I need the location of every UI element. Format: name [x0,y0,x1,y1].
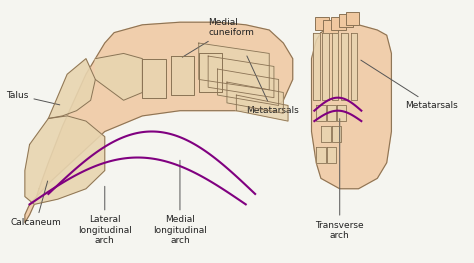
Polygon shape [316,105,326,121]
Polygon shape [323,20,338,33]
Polygon shape [331,17,346,30]
Polygon shape [237,95,288,121]
Text: Talus: Talus [6,90,60,105]
Polygon shape [351,33,357,100]
Polygon shape [322,33,329,100]
Polygon shape [227,82,283,113]
Text: Calcaneum: Calcaneum [11,181,62,227]
Polygon shape [332,126,341,142]
Polygon shape [199,43,269,90]
Polygon shape [339,14,353,27]
Polygon shape [311,25,392,189]
Text: Metatarsals: Metatarsals [361,60,458,110]
Text: Medial
cuneiform: Medial cuneiform [182,18,254,57]
Polygon shape [171,56,194,95]
Text: Transverse
arch: Transverse arch [315,119,364,240]
Polygon shape [208,56,274,98]
Text: Metatarsals: Metatarsals [246,56,299,115]
Polygon shape [327,147,336,163]
Text: Lateral
longitudinal
arch: Lateral longitudinal arch [78,186,132,245]
Polygon shape [95,53,142,100]
Text: Medial
longitudinal
arch: Medial longitudinal arch [153,160,207,245]
Polygon shape [337,105,346,121]
Polygon shape [199,53,222,93]
Polygon shape [313,33,319,100]
Polygon shape [316,147,326,163]
Polygon shape [341,33,348,100]
Polygon shape [321,126,331,142]
Polygon shape [332,33,338,100]
Polygon shape [327,105,336,121]
Polygon shape [315,17,329,30]
Polygon shape [142,59,166,98]
Polygon shape [48,59,95,119]
Polygon shape [25,116,105,204]
Polygon shape [346,12,359,25]
Polygon shape [218,69,279,105]
Polygon shape [25,22,293,222]
